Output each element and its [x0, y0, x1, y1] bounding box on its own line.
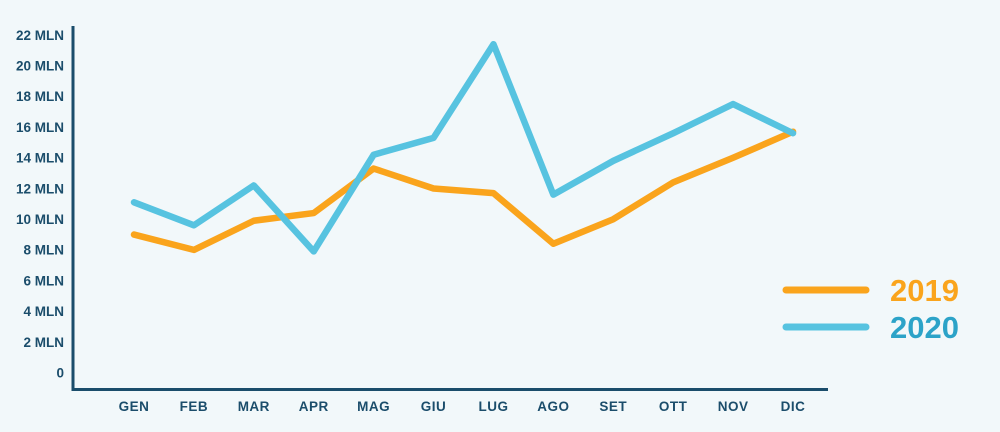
y-axis-tick-label: 10 MLN [16, 212, 64, 227]
x-axis-month-label: AGO [537, 399, 569, 414]
x-axis-month-label: DIC [781, 399, 806, 414]
legend-label-2020: 2020 [890, 310, 959, 345]
x-axis-month-label: APR [299, 399, 329, 414]
x-axis-month-label: GEN [119, 399, 150, 414]
x-axis-month-label: GIU [421, 399, 447, 414]
legend-label-2019: 2019 [890, 273, 959, 308]
y-axis-tick-label: 20 MLN [16, 59, 64, 74]
x-axis-month-label: SET [599, 399, 627, 414]
series-line-2019 [130, 128, 797, 254]
y-axis-tick-label: 2 MLN [24, 335, 65, 350]
y-axis-tick-label: 16 MLN [16, 120, 64, 135]
x-axis-month-label: MAR [238, 399, 270, 414]
y-axis-tick-label: 14 MLN [16, 151, 64, 166]
x-axis-month-label: LUG [478, 399, 508, 414]
y-axis-tick-label: 12 MLN [16, 181, 64, 196]
series-line-2020 [130, 40, 797, 255]
y-axis-tick-label: 4 MLN [24, 304, 65, 319]
y-axis-tick-label: 8 MLN [24, 243, 65, 258]
x-axis-month-label: FEB [180, 399, 209, 414]
y-axis-tick-label: 6 MLN [24, 273, 65, 288]
x-axis-month-label: OTT [659, 399, 688, 414]
x-axis-month-label: MAG [357, 399, 390, 414]
y-axis-tick-label: 22 MLN [16, 28, 64, 43]
x-axis-month-label: NOV [718, 399, 749, 414]
y-axis-tick-label: 18 MLN [16, 89, 64, 104]
y-axis-tick-label: 0 [56, 366, 64, 381]
